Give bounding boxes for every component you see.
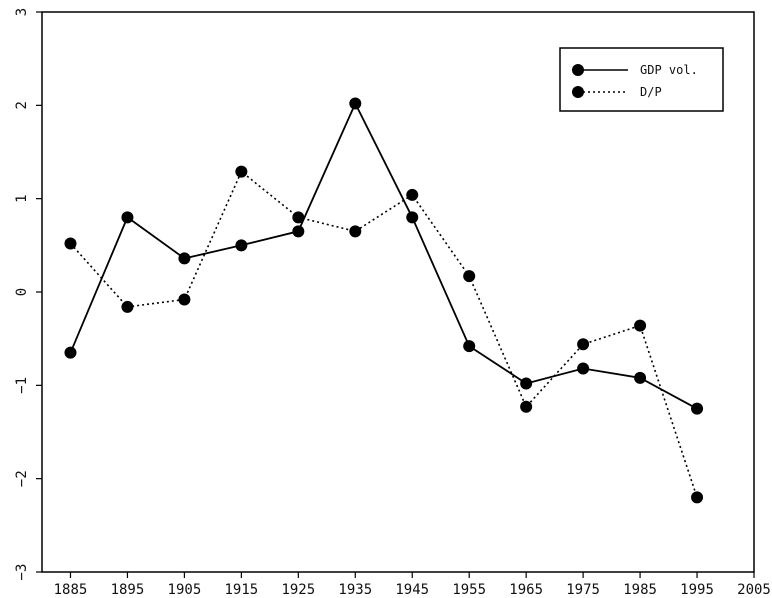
legend-box — [559, 47, 724, 112]
y-tick-label: 0 — [14, 288, 30, 296]
data-point-dp — [577, 338, 590, 351]
data-point-dp — [520, 400, 533, 413]
x-tick-label: 1935 — [338, 582, 372, 598]
y-tick-label: −1 — [14, 377, 30, 394]
y-tick-label: −2 — [14, 470, 30, 487]
y-tick-label: 3 — [14, 8, 30, 16]
x-tick-label: 1945 — [395, 582, 429, 598]
data-point-dp — [634, 319, 647, 332]
y-tick-label: 2 — [14, 101, 30, 109]
x-tick-label: 1955 — [452, 582, 486, 598]
data-point-dp — [178, 293, 191, 306]
legend-marker — [572, 64, 584, 76]
data-point-gdp-vol — [520, 377, 533, 390]
data-point-dp — [235, 165, 248, 178]
data-point-gdp-vol — [178, 252, 191, 265]
data-point-dp — [691, 491, 704, 504]
x-tick-label: 1885 — [54, 582, 88, 598]
legend-label: D/P — [640, 85, 662, 99]
data-point-gdp-vol — [349, 97, 362, 110]
series-lines — [69, 101, 698, 498]
x-tick-label: 2005 — [737, 582, 771, 598]
data-point-gdp-vol — [64, 346, 77, 359]
series-line-gdp-vol — [69, 101, 698, 410]
data-point-gdp-vol — [406, 211, 419, 224]
legend: GDP vol. D/P — [559, 47, 724, 112]
x-tick-label: 1925 — [281, 582, 315, 598]
x-tick-label: 1985 — [623, 582, 657, 598]
series-line-dp — [69, 170, 698, 498]
data-point-dp — [349, 225, 362, 238]
data-point-dp — [406, 188, 419, 201]
data-point-dp — [292, 211, 305, 224]
data-point-gdp-vol — [577, 362, 590, 375]
legend-entries: GDP vol. D/P — [572, 63, 698, 99]
data-point-gdp-vol — [292, 225, 305, 238]
x-tick-label: 1905 — [168, 582, 202, 598]
data-point-dp — [64, 237, 77, 250]
data-point-gdp-vol — [634, 371, 647, 384]
x-tick-label: 1965 — [509, 582, 543, 598]
data-point-gdp-vol — [463, 340, 476, 353]
y-tick-label: −3 — [14, 564, 30, 581]
data-point-gdp-vol — [235, 239, 248, 252]
legend-marker — [572, 86, 584, 98]
data-point-dp — [121, 300, 134, 313]
axis-ticks — [36, 11, 755, 578]
x-tick-label: 1975 — [566, 582, 600, 598]
data-point-gdp-vol — [121, 211, 134, 224]
legend-label: GDP vol. — [640, 63, 698, 77]
data-point-dp — [463, 270, 476, 283]
x-tick-label: 1915 — [225, 582, 259, 598]
x-axis-tick-labels: 1885 1895 1905 1915 1925 1935 1945 1955 1965 1975… — [54, 582, 771, 598]
y-tick-label: 1 — [14, 194, 30, 202]
data-point-gdp-vol — [691, 402, 704, 415]
series-points — [64, 97, 704, 504]
x-tick-label: 1895 — [111, 582, 145, 598]
y-axis-tick-labels: −3 −2 −1 0 1 2 3 — [14, 8, 30, 581]
x-tick-label: 1995 — [680, 582, 714, 598]
